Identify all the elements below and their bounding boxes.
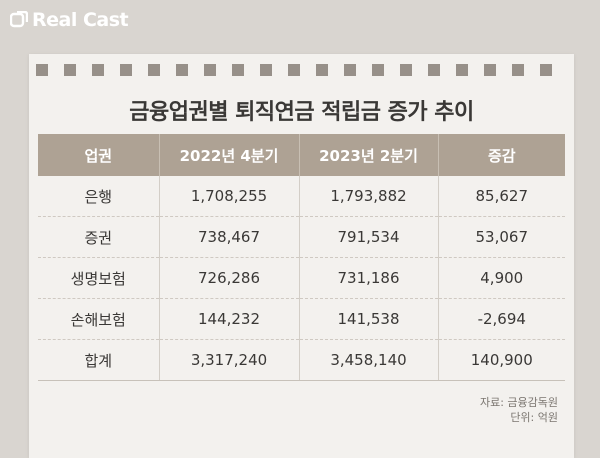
table-row: 은행 1,708,255 1,793,882 85,627 xyxy=(38,176,565,217)
table-total-row: 합계 3,317,240 3,458,140 140,900 xyxy=(38,339,565,381)
binder-hole xyxy=(372,64,384,76)
value-cell: 738,467 xyxy=(159,216,300,258)
value-cell: 1,708,255 xyxy=(159,176,300,217)
sector-cell: 은행 xyxy=(38,176,160,217)
value-cell: 726,286 xyxy=(159,257,300,299)
change-cell: 53,067 xyxy=(438,216,565,258)
table-row: 생명보험 726,286 731,186 4,900 xyxy=(38,257,565,299)
sector-cell: 증권 xyxy=(38,216,160,258)
column-header-change: 증감 xyxy=(438,134,565,176)
change-cell: 85,627 xyxy=(438,176,565,217)
change-cell: 140,900 xyxy=(438,339,565,381)
column-header-2023-q2: 2023년 2분기 xyxy=(299,134,439,176)
note-paper: 금융업권별 퇴직연금 적립금 증가 추이 업권 2022년 4분기 2023년 … xyxy=(29,54,574,458)
value-cell: 3,317,240 xyxy=(159,339,300,381)
brand-icon xyxy=(10,11,28,28)
column-header-sector: 업권 xyxy=(38,134,160,176)
table-header-row: 업권 2022년 4분기 2023년 2분기 증감 xyxy=(38,134,565,176)
value-cell: 144,232 xyxy=(159,298,300,340)
binder-hole xyxy=(120,64,132,76)
binder-hole xyxy=(204,64,216,76)
pension-table: 업권 2022년 4분기 2023년 2분기 증감 은행 1,708,255 1… xyxy=(38,134,565,381)
binder-hole xyxy=(540,64,552,76)
table-row: 손해보험 144,232 141,538 -2,694 xyxy=(38,298,565,340)
value-cell: 731,186 xyxy=(299,257,439,299)
binder-hole xyxy=(288,64,300,76)
brand-logo: Real Cast xyxy=(10,9,129,31)
binder-hole xyxy=(148,64,160,76)
binder-hole xyxy=(484,64,496,76)
value-cell: 1,793,882 xyxy=(299,176,439,217)
unit-note: 단위: 억원 xyxy=(510,411,558,424)
binder-hole xyxy=(456,64,468,76)
binder-hole xyxy=(400,64,412,76)
value-cell: 791,534 xyxy=(299,216,439,258)
binder-hole xyxy=(36,64,48,76)
binder-hole xyxy=(344,64,356,76)
sector-cell: 손해보험 xyxy=(38,298,160,340)
binder-hole xyxy=(92,64,104,76)
sector-cell: 합계 xyxy=(38,339,160,381)
binder-hole xyxy=(64,64,76,76)
binder-hole xyxy=(232,64,244,76)
binder-holes xyxy=(29,64,574,76)
source-note: 자료: 금융감독원 xyxy=(479,396,558,409)
change-cell: -2,694 xyxy=(438,298,565,340)
change-cell: 4,900 xyxy=(438,257,565,299)
table-row: 증권 738,467 791,534 53,067 xyxy=(38,216,565,258)
value-cell: 3,458,140 xyxy=(299,339,439,381)
value-cell: 141,538 xyxy=(299,298,439,340)
binder-hole xyxy=(176,64,188,76)
page-title: 금융업권별 퇴직연금 적립금 증가 추이 xyxy=(129,100,474,125)
sector-cell: 생명보험 xyxy=(38,257,160,299)
binder-hole xyxy=(316,64,328,76)
column-header-2022-q4: 2022년 4분기 xyxy=(159,134,300,176)
table-notes: 자료: 금융감독원 단위: 억원 xyxy=(480,395,558,425)
binder-hole xyxy=(512,64,524,76)
brand-name: Real Cast xyxy=(32,9,129,31)
binder-hole xyxy=(428,64,440,76)
binder-hole xyxy=(260,64,272,76)
